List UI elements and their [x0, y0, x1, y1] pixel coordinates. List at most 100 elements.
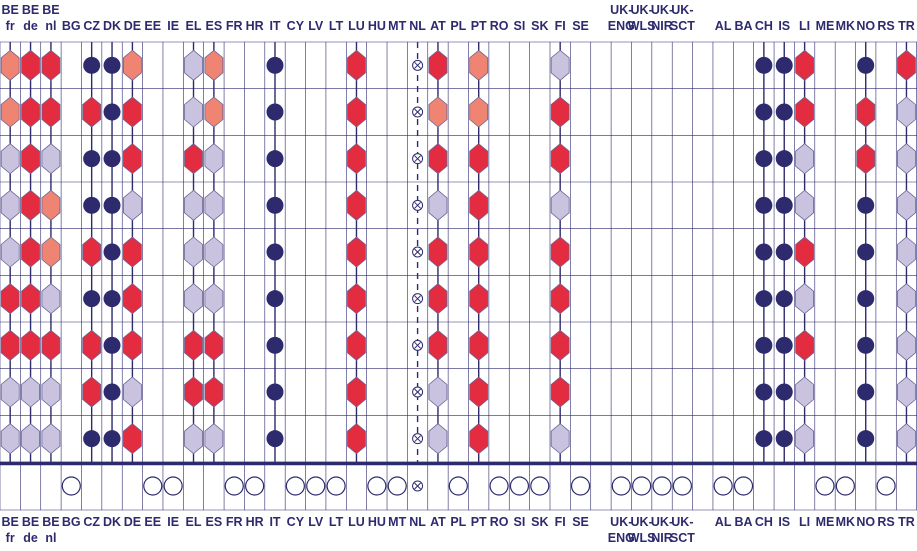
- open-circle-marker: [285, 476, 305, 496]
- open-circle-marker: [672, 476, 692, 496]
- column-label-bottom: LI: [799, 515, 810, 529]
- crossed-circle-x: [414, 108, 421, 116]
- column-label-bottom: fr: [6, 531, 15, 545]
- column-label-bottom: UK-: [671, 515, 693, 529]
- hexagon-marker: [204, 283, 224, 315]
- hexagon-marker: [41, 236, 61, 268]
- dot-marker: [755, 56, 773, 74]
- hexagon-marker: [550, 329, 570, 361]
- hexagon-marker: [204, 49, 224, 81]
- hexagon-marker: [21, 283, 40, 315]
- open-circle-marker: [632, 476, 652, 496]
- dot-marker: [755, 196, 773, 214]
- hexagon-marker: [428, 143, 448, 175]
- column-label-top: BA: [734, 19, 752, 33]
- column-label-top: UK-: [610, 3, 632, 17]
- hexagon-marker: [347, 49, 366, 81]
- hexagon-marker: [41, 423, 61, 455]
- column-label-top: fr: [6, 19, 15, 33]
- hexagon-marker: [184, 49, 203, 81]
- dot-marker: [755, 150, 773, 168]
- column-label-bottom: BA: [734, 515, 752, 529]
- column-label-top: SI: [514, 19, 526, 33]
- column-label-top: LV: [308, 19, 324, 33]
- column-label-bottom: NO: [856, 515, 875, 529]
- hexagon-marker: [428, 423, 448, 455]
- hexagon-marker: [469, 376, 489, 408]
- hexagon-marker: [550, 143, 570, 175]
- hexagon-marker: [21, 423, 40, 455]
- hexagon-marker: [897, 236, 916, 268]
- column-label-bottom: UK-: [651, 515, 673, 529]
- open-circle-marker: [143, 476, 163, 496]
- open-circle-marker: [733, 476, 754, 496]
- hexagon-marker: [347, 423, 366, 455]
- hexagon-marker: [184, 96, 203, 128]
- dot-marker: [266, 336, 284, 354]
- hexagon-marker: [856, 143, 876, 175]
- hexagon-marker: [897, 96, 916, 128]
- hexagon-marker: [550, 189, 570, 221]
- column-label-top: MK: [836, 19, 855, 33]
- column-label-bottom: IS: [778, 515, 790, 529]
- hexagon-marker: [21, 49, 40, 81]
- hexagon-marker: [204, 189, 224, 221]
- column-label-top: PL: [450, 19, 466, 33]
- column-label-top: UK-: [671, 3, 693, 17]
- column-label-top: HR: [246, 19, 264, 33]
- open-circle-marker: [713, 476, 733, 496]
- hexagon-marker: [0, 376, 20, 408]
- hexagon-marker: [550, 283, 570, 315]
- column-label-top: NIR: [651, 19, 673, 33]
- dot-marker: [103, 103, 121, 121]
- open-circle-marker: [448, 476, 468, 496]
- column-label-top: EE: [144, 19, 161, 33]
- hexagon-marker: [897, 376, 916, 408]
- dot-marker: [266, 56, 284, 74]
- hexagon-marker: [428, 189, 448, 221]
- hexagon-marker: [123, 423, 142, 455]
- column-label-bottom: SE: [572, 515, 589, 529]
- column-label-top: BG: [62, 19, 81, 33]
- column-label-top: EL: [186, 19, 202, 33]
- column-label-bottom: IE: [167, 515, 179, 529]
- open-circle-marker: [570, 476, 591, 496]
- hexagon-marker: [469, 423, 489, 455]
- dot-marker: [857, 196, 875, 214]
- hexagon-marker: [204, 143, 224, 175]
- column-label-bottom: CZ: [83, 515, 100, 529]
- hexagon-marker: [21, 96, 40, 128]
- column-label-bottom: AL: [715, 515, 732, 529]
- hexagon-marker: [41, 143, 61, 175]
- hexagon-marker: [347, 96, 366, 128]
- column-label-bottom: ENG: [608, 531, 635, 545]
- hexagon-marker: [123, 49, 142, 81]
- column-label-top: UK-: [631, 3, 653, 17]
- dot-marker: [755, 383, 773, 401]
- dot-marker: [103, 430, 121, 448]
- column-label-top: CZ: [83, 19, 100, 33]
- column-label-top: BE: [1, 3, 18, 17]
- hexagon-marker: [41, 376, 61, 408]
- column-label-top: de: [23, 19, 38, 33]
- open-circle-marker: [489, 476, 509, 496]
- column-label-bottom: LU: [348, 515, 365, 529]
- dot-marker: [775, 383, 793, 401]
- hexagon-marker: [897, 329, 916, 361]
- dot-marker: [83, 150, 101, 168]
- open-circle-marker: [509, 476, 530, 496]
- hexagon-marker: [897, 283, 916, 315]
- hexagon-marker: [0, 96, 20, 128]
- hexagon-marker: [795, 236, 815, 268]
- column-label-top: LT: [329, 19, 344, 33]
- column-label-bottom: UK-: [631, 515, 653, 529]
- hexagon-marker: [0, 189, 20, 221]
- dot-marker: [83, 430, 101, 448]
- column-label-top: CY: [287, 19, 305, 33]
- hexagon-marker: [82, 236, 102, 268]
- column-label-bottom: ME: [816, 515, 835, 529]
- hexagon-marker: [469, 329, 489, 361]
- hexagon-marker: [41, 96, 61, 128]
- hexagon-marker: [21, 236, 40, 268]
- column-label-top: IE: [167, 19, 179, 33]
